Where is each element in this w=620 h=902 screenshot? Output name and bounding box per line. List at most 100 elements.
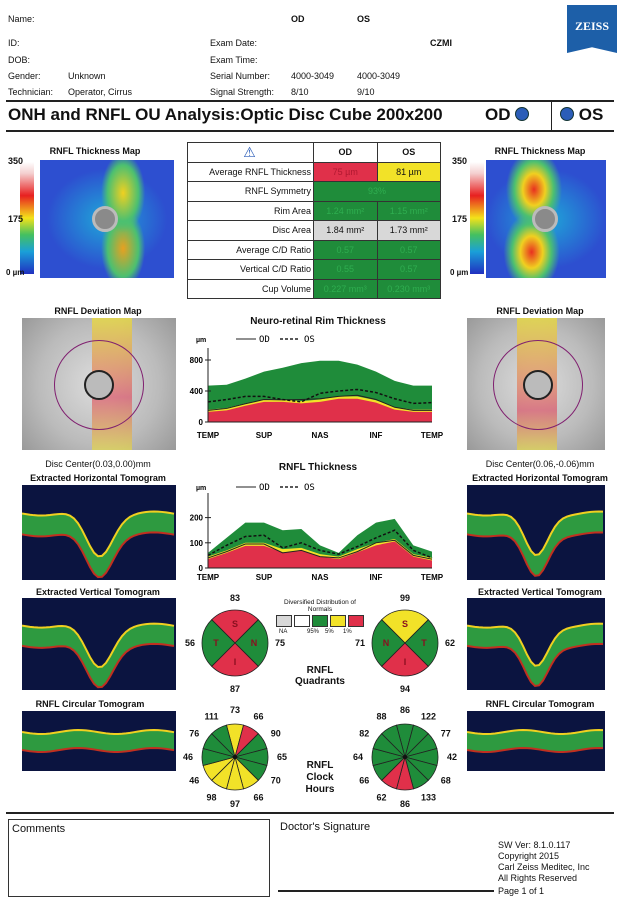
os-value: 0.57: [376, 239, 441, 260]
signal-label: Signal Strength:: [210, 87, 275, 97]
scale-mid-label: 175: [8, 214, 24, 224]
signature-line[interactable]: [278, 890, 494, 892]
x-tick-label: TEMP: [421, 573, 444, 582]
od-horizontal-title: Extracted Horizontal Tomogram: [30, 473, 166, 483]
signature-label: Doctor's Signature: [280, 821, 371, 833]
os-clock-hour-value: 42: [447, 752, 457, 762]
legend-swatch-green: [312, 615, 328, 627]
os-clock-hour-value: 64: [353, 752, 363, 762]
center-dot: [403, 755, 407, 759]
os-eye-label: OS: [578, 105, 604, 124]
gender-label: Gender:: [8, 71, 41, 81]
od-clock-hour-value: 90: [271, 729, 281, 739]
os-thickness-map: [486, 160, 606, 278]
os-eye-indicator: OS: [560, 105, 603, 125]
od-value: 1.24 mm²: [313, 200, 378, 221]
os-quadrant-N: [371, 619, 406, 667]
legend-swatch-yellow: [330, 615, 346, 627]
sw-version: SW Ver: 8.1.0.117: [498, 840, 571, 850]
y-axis-unit: µm: [196, 337, 206, 344]
company: Carl Zeiss Meditec, Inc: [498, 862, 590, 872]
os-circular-tomogram: [467, 711, 605, 771]
x-tick-label: SUP: [256, 431, 273, 440]
os-thickness-scale: [470, 162, 484, 274]
od-quadrant-s-value: 83: [230, 593, 240, 603]
od-quadrant-I: [211, 642, 259, 677]
serial-od: 4000-3049: [291, 71, 335, 81]
legend-od-label: OD: [259, 335, 270, 345]
table-row: Disc Area 1.84 mm² 1.73 mm²: [187, 220, 441, 241]
exam-date-label: Exam Date:: [210, 38, 258, 48]
rnfl-layer: [467, 622, 604, 667]
serial-os: 4000-3049: [357, 71, 401, 81]
od-column-label: OD: [291, 14, 305, 24]
rnfl-chart-title: RNFL Thickness: [278, 462, 358, 473]
os-vertical-title: Extracted Vertical Tomogram: [478, 587, 602, 597]
normal-1-band: [208, 398, 432, 422]
technician-label: Technician:: [8, 87, 54, 97]
os-clock-hour-value: 86: [400, 799, 410, 809]
os-value: 1.15 mm²: [376, 200, 441, 221]
legend-swatch-na: [276, 615, 292, 627]
od-deviation-title: RNFL Deviation Map: [54, 306, 142, 316]
od-value: 0.55: [313, 259, 378, 280]
od-quadrant-n-value: 75: [275, 638, 285, 648]
row-label: Cup Volume: [187, 278, 314, 299]
legend-os-label: OS: [304, 335, 315, 345]
retina-band: [467, 623, 603, 686]
os-deviation-title: RNFL Deviation Map: [496, 306, 584, 316]
divider: [551, 102, 552, 130]
divider: [6, 812, 614, 814]
os-horizontal-title: Extracted Horizontal Tomogram: [472, 473, 608, 483]
od-eye-indicator: OD: [485, 105, 530, 125]
od-clock-hour-value: 66: [253, 711, 263, 721]
os-value: 0.57: [376, 259, 441, 280]
y-tick-label: 100: [190, 539, 204, 548]
zeiss-logo: ZEISS: [567, 5, 617, 53]
x-tick-label: TEMP: [421, 431, 444, 440]
quadrants-label: RNFL Quadrants: [294, 665, 345, 687]
name-label: Name:: [8, 14, 35, 24]
od-quadrant-letter: I: [234, 657, 237, 667]
od-clock-hour-value: 111: [204, 711, 218, 721]
os-quadrant-T: [404, 619, 439, 667]
rpe-layer: [22, 642, 175, 689]
od-value: 0.227 mm³: [313, 278, 378, 299]
table-row: Average RNFL Thickness 75 µm 81 µm: [187, 161, 441, 182]
rights: All Rights Reserved: [498, 873, 578, 883]
od-clock-hour-value: 70: [271, 776, 281, 786]
rpe-layer: [22, 746, 175, 753]
rnfl-layer: [467, 510, 604, 557]
symmetry-value: 93%: [313, 181, 441, 202]
y-tick-label: 200: [190, 514, 204, 523]
rnfl-layer: [22, 510, 175, 558]
os-horizontal-tomogram: [467, 485, 605, 580]
os-quadrant-letter: N: [383, 638, 390, 648]
parameters-table: ⚠ OD OS Average RNFL Thickness 75 µm 81 µm R…: [187, 142, 441, 299]
technician-value: Operator, Cirrus: [68, 87, 133, 97]
os-quadrant-I: [381, 642, 429, 677]
od-circular-tomogram: [22, 711, 176, 771]
os-clock-hour-value: 66: [359, 776, 369, 786]
od-quadrant-N: [234, 619, 269, 667]
od-quadrant-i-value: 87: [230, 684, 240, 694]
legend-os-label: OS: [304, 483, 315, 493]
od-quadrant-t-value: 56: [185, 638, 195, 648]
os-clock-hour-value: 88: [376, 711, 386, 721]
os-column-label: OS: [357, 14, 371, 24]
id-label: ID:: [8, 38, 20, 48]
od-eye-label: OD: [485, 105, 511, 124]
divider: [6, 130, 614, 132]
comments-box[interactable]: Comments: [8, 819, 270, 897]
retina-band: [22, 623, 174, 688]
od-circular-title: RNFL Circular Tomogram: [35, 699, 145, 709]
od-line: [207, 539, 433, 560]
rpe-layer: [22, 531, 175, 579]
os-quadrant-letter: S: [402, 619, 408, 629]
od-clock-hour-value: 98: [206, 793, 216, 803]
os-eye-dot-icon: [560, 107, 574, 121]
signal-od: 8/10: [291, 87, 309, 97]
scale-max-label: 350: [452, 156, 468, 166]
